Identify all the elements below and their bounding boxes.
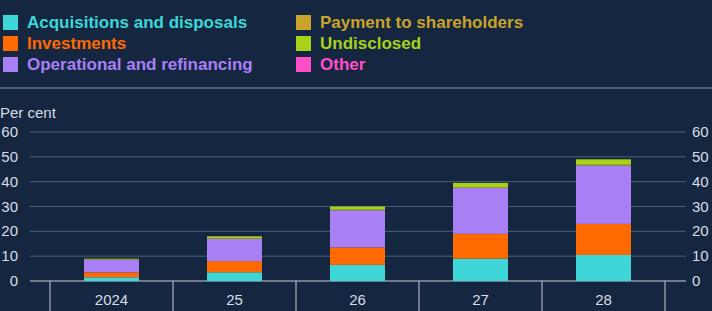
legend-entry: Investments xyxy=(3,34,126,53)
bar-segment xyxy=(207,236,262,238)
legend-swatch xyxy=(296,15,311,30)
y2-tick-label: 40 xyxy=(692,173,709,190)
y2-tick-label: 20 xyxy=(692,222,709,239)
legend-swatch xyxy=(296,57,311,72)
bar-segment xyxy=(453,182,508,183)
y-tick-label: 50 xyxy=(1,148,18,165)
legend-entry: Undisclosed xyxy=(296,34,421,53)
bar-segment xyxy=(330,207,385,210)
bar-segment xyxy=(84,259,139,260)
y2-tick-label: 50 xyxy=(692,148,709,165)
x-tick-label: 28 xyxy=(595,291,612,308)
x-tick-label: 26 xyxy=(349,291,366,308)
legend-entry: Acquisitions and disposals xyxy=(3,13,247,32)
legend-swatch xyxy=(296,36,311,51)
legend-label: Other xyxy=(320,55,366,74)
x-tick-label: 2024 xyxy=(95,291,128,308)
x-tick-label: 27 xyxy=(472,291,489,308)
x-tick-mark xyxy=(419,281,420,311)
y-axis-label: Per cent xyxy=(0,104,57,121)
bar-segment xyxy=(84,277,139,281)
y2-tick-label: 60 xyxy=(692,123,709,140)
bar-segment xyxy=(84,258,139,259)
y-tick-label: 0 xyxy=(10,272,18,289)
bar-segment xyxy=(207,236,262,237)
y2-tick-label: 0 xyxy=(692,272,700,289)
bar-segment xyxy=(330,206,385,207)
x-tick-mark xyxy=(50,281,51,311)
bar-segment xyxy=(84,272,139,277)
legend-entry: Other xyxy=(296,55,366,74)
bar-segment xyxy=(576,224,631,255)
bar-segment xyxy=(453,183,508,187)
y-tick-label: 20 xyxy=(1,222,18,239)
x-tick-mark xyxy=(665,281,666,311)
legend-label: Acquisitions and disposals xyxy=(27,13,247,32)
legend-entry: Payment to shareholders xyxy=(296,13,523,32)
bar-segment xyxy=(207,261,262,272)
legend-swatch xyxy=(3,15,18,30)
legend-label: Investments xyxy=(27,34,126,53)
legend-swatch xyxy=(3,36,18,51)
y-tick-label: 30 xyxy=(1,198,18,215)
bar-segment xyxy=(576,166,631,224)
y2-tick-label: 30 xyxy=(692,198,709,215)
grid-line xyxy=(30,156,686,157)
background xyxy=(0,0,712,311)
legend-label: Operational and refinancing xyxy=(27,55,253,74)
x-tick-mark xyxy=(173,281,174,311)
x-tick-label: 25 xyxy=(226,291,243,308)
grid-line xyxy=(30,132,686,133)
legend-swatch xyxy=(3,57,18,72)
y2-tick-label: 10 xyxy=(692,247,709,264)
bar-segment xyxy=(84,260,139,272)
legend-label: Payment to shareholders xyxy=(320,13,523,32)
legend-label: Undisclosed xyxy=(320,34,421,53)
x-tick-mark xyxy=(296,281,297,311)
bar-segment xyxy=(330,265,385,281)
y-tick-label: 40 xyxy=(1,173,18,190)
bar-segment xyxy=(330,210,385,247)
bar-segment xyxy=(453,234,508,259)
bar-segment xyxy=(453,188,508,234)
x-tick-mark xyxy=(542,281,543,311)
bar-segment xyxy=(330,247,385,264)
y-tick-label: 60 xyxy=(1,123,18,140)
bar-segment xyxy=(576,159,631,164)
bar-segment xyxy=(453,259,508,281)
chart-svg: Acquisitions and disposals Investments Ope… xyxy=(0,0,712,311)
bar-segment xyxy=(207,272,262,281)
chart-root: Acquisitions and disposals Investments Ope… xyxy=(0,0,712,311)
separator xyxy=(0,88,712,89)
bars xyxy=(84,159,631,281)
y-tick-label: 10 xyxy=(1,247,18,264)
legend-entry: Operational and refinancing xyxy=(3,55,253,74)
bar-segment xyxy=(576,255,631,281)
bar-segment xyxy=(576,159,631,160)
bar-segment xyxy=(207,239,262,261)
bar-segment xyxy=(84,258,139,260)
